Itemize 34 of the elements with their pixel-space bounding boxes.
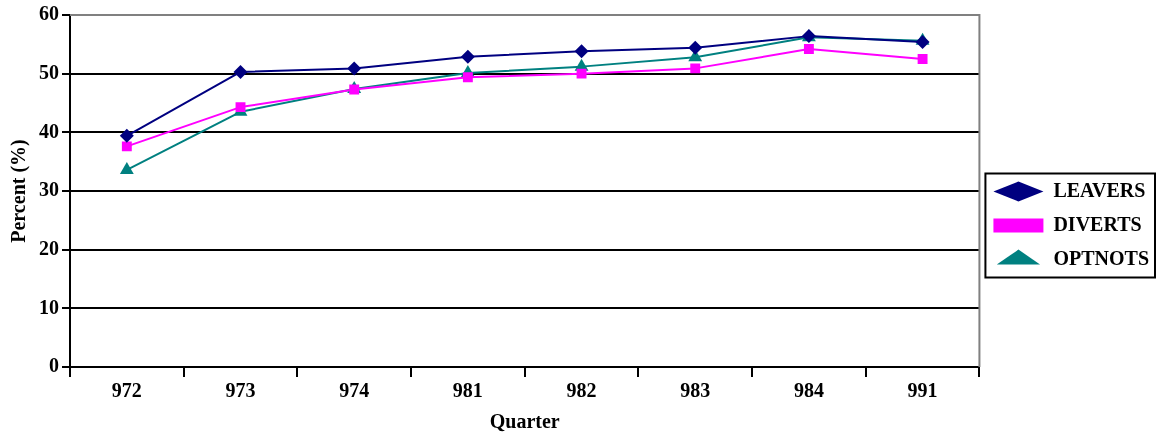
y-tick-label: 50 bbox=[39, 60, 59, 83]
y-tick-label: 30 bbox=[39, 178, 59, 201]
y-tick-label: 40 bbox=[39, 119, 59, 142]
x-tick-label: 974 bbox=[339, 379, 370, 402]
point bbox=[915, 34, 930, 49]
point bbox=[119, 128, 134, 143]
legend-label: DIVERTS bbox=[1053, 212, 1142, 235]
point bbox=[121, 141, 132, 152]
point bbox=[347, 61, 362, 76]
point bbox=[460, 49, 475, 64]
point bbox=[233, 64, 248, 79]
point bbox=[576, 68, 587, 79]
point bbox=[690, 63, 701, 74]
y-tick-label: 60 bbox=[39, 2, 59, 25]
point bbox=[688, 40, 703, 55]
legend-label: LEAVERS bbox=[1053, 178, 1146, 201]
x-tick-label: 983 bbox=[680, 379, 711, 402]
x-tick-label: 972 bbox=[111, 379, 142, 402]
y-tick-label: 0 bbox=[49, 354, 59, 377]
y-axis-title: Percent (%) bbox=[7, 139, 31, 243]
point bbox=[462, 72, 473, 83]
point bbox=[803, 44, 814, 54]
y-tick-label: 20 bbox=[39, 236, 59, 259]
x-tick-label: 991 bbox=[907, 379, 938, 402]
legend-label: OPTNOTS bbox=[1053, 246, 1149, 269]
point bbox=[917, 54, 928, 64]
x-axis-title: Quarter bbox=[489, 410, 560, 433]
x-tick-label: 984 bbox=[793, 379, 824, 402]
x-tick-label: 973 bbox=[225, 379, 256, 402]
x-tick-label: 981 bbox=[452, 379, 483, 402]
point bbox=[574, 44, 589, 59]
point bbox=[349, 84, 360, 95]
y-tick-label: 10 bbox=[39, 295, 59, 318]
x-tick-label: 982 bbox=[566, 379, 597, 402]
